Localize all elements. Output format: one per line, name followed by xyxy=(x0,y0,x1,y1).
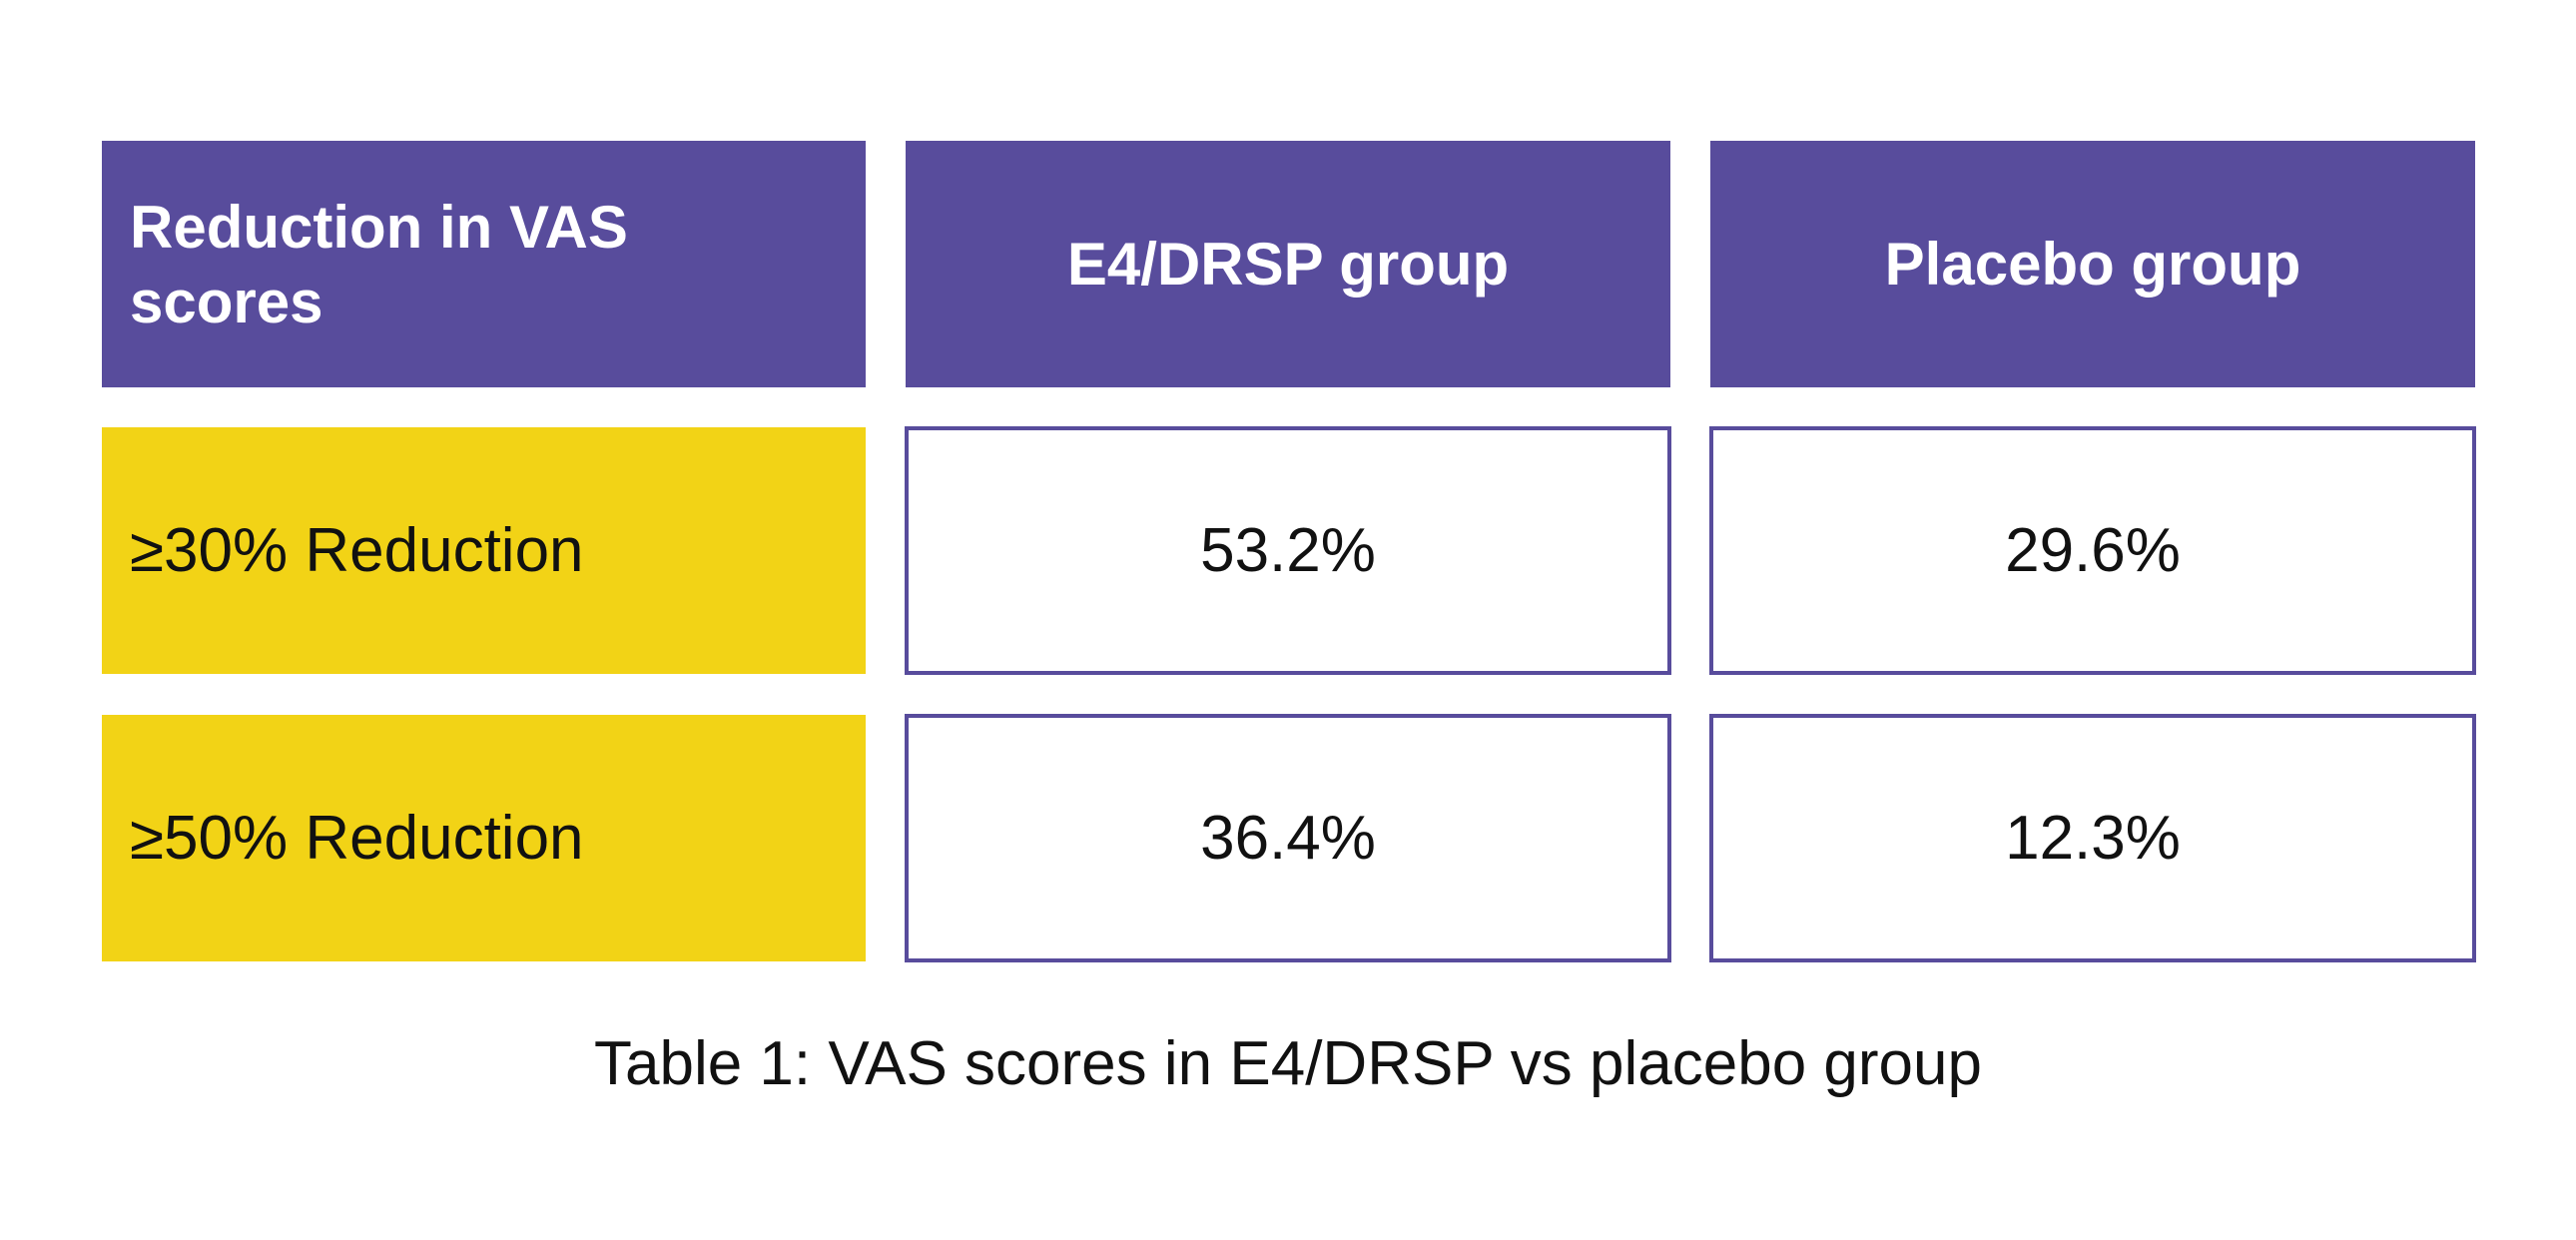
cell-placebo-50: 12.3% xyxy=(1709,714,2476,962)
header-placebo-group: Placebo group xyxy=(1710,141,2475,387)
row-label-text: ≥50% Reduction xyxy=(130,804,584,873)
cell-value: 29.6% xyxy=(2005,516,2181,585)
cell-value: 12.3% xyxy=(2005,804,2181,873)
cell-e4-drsp-30: 53.2% xyxy=(905,426,1671,675)
cell-e4-drsp-50: 36.4% xyxy=(905,714,1671,962)
cell-value: 36.4% xyxy=(1200,804,1376,873)
header-e4-drsp-group: E4/DRSP group xyxy=(906,141,1670,387)
header-reduction-in-vas-scores: Reduction in VAS scores xyxy=(102,141,866,387)
row-label-text: ≥30% Reduction xyxy=(130,516,584,585)
cell-placebo-30: 29.6% xyxy=(1709,426,2476,675)
header-label: Reduction in VAS scores xyxy=(130,193,628,335)
row-label-50-reduction: ≥50% Reduction xyxy=(102,715,866,961)
row-label-30-reduction: ≥30% Reduction xyxy=(102,427,866,674)
header-label: E4/DRSP group xyxy=(1066,231,1510,298)
table-caption: Table 1: VAS scores in E4/DRSP vs placeb… xyxy=(593,1029,1982,1098)
header-label: Placebo group xyxy=(1884,231,2301,298)
cell-value: 53.2% xyxy=(1200,516,1376,585)
